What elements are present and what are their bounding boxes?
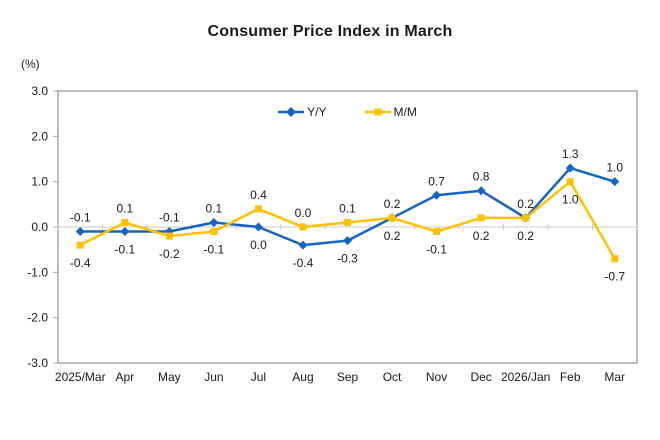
x-tick-label: Jul bbox=[251, 370, 266, 384]
x-tick-label: 2026/Jan bbox=[501, 370, 550, 384]
x-tick-label: May bbox=[158, 370, 181, 384]
mm-point-marker bbox=[388, 214, 396, 222]
yy-point-marker bbox=[476, 186, 486, 196]
mm-point-marker bbox=[121, 218, 129, 226]
legend-item-yy: Y/Y bbox=[278, 105, 327, 119]
mm-point-marker bbox=[254, 205, 262, 213]
mm-data-label: 0.4 bbox=[250, 188, 267, 202]
mm-data-label: 0.0 bbox=[295, 206, 312, 220]
yy-point-marker bbox=[298, 240, 308, 250]
mm-point-marker bbox=[299, 223, 307, 231]
x-tick-label: Oct bbox=[383, 370, 402, 384]
yy-data-label: -0.1 bbox=[159, 211, 180, 225]
yy-data-label: 0.0 bbox=[250, 238, 267, 252]
yy-data-label: 0.2 bbox=[384, 197, 401, 211]
y-tick-label: -3.0 bbox=[27, 356, 48, 370]
yy-data-label: 1.0 bbox=[606, 161, 623, 175]
y-axis-unit-label: (%) bbox=[21, 57, 40, 71]
yy-data-label: -0.1 bbox=[114, 243, 135, 257]
yy-point-marker bbox=[120, 227, 130, 237]
mm-data-label: -0.1 bbox=[426, 243, 447, 257]
x-tick-label: Nov bbox=[426, 370, 447, 384]
mm-data-label: 0.1 bbox=[339, 201, 356, 215]
yy-data-label: 0.1 bbox=[206, 201, 223, 215]
legend-label-yy: Y/Y bbox=[307, 105, 327, 119]
mm-data-label: 0.2 bbox=[517, 229, 534, 243]
yy-point-marker bbox=[432, 190, 442, 200]
x-tick-label: Sep bbox=[337, 370, 359, 384]
mm-data-label: 1.0 bbox=[562, 193, 579, 207]
mm-data-label: 0.2 bbox=[473, 229, 490, 243]
yy-point-marker bbox=[75, 227, 85, 237]
yy-data-label: 0.8 bbox=[473, 170, 490, 184]
yy-data-label: -0.1 bbox=[70, 211, 91, 225]
x-tick-label: Dec bbox=[470, 370, 491, 384]
y-tick-label: 3.0 bbox=[31, 84, 48, 98]
mm-point-marker bbox=[433, 228, 441, 236]
y-tick-label: 0.0 bbox=[31, 220, 48, 234]
mm-data-label: -0.2 bbox=[159, 247, 180, 261]
yy-point-marker bbox=[343, 236, 352, 246]
legend-item-mm: M/M bbox=[364, 105, 417, 119]
y-tick-label: 2.0 bbox=[31, 129, 48, 143]
yy-point-marker bbox=[209, 217, 219, 227]
yy-data-label: -0.3 bbox=[337, 252, 358, 266]
mm-legend-square-icon bbox=[374, 108, 381, 116]
yy-line-marker-icon bbox=[278, 107, 305, 117]
mm-data-label: -0.4 bbox=[70, 256, 91, 270]
yy-point-marker bbox=[565, 163, 575, 173]
yy-legend-diamond-icon bbox=[286, 107, 297, 117]
mm-data-label: 0.2 bbox=[384, 229, 401, 243]
mm-data-label: 0.1 bbox=[116, 201, 133, 215]
mm-point-marker bbox=[76, 241, 84, 249]
x-tick-label: Feb bbox=[560, 370, 581, 384]
chart-legend: Y/Y M/M bbox=[58, 103, 637, 121]
x-tick-label: Aug bbox=[292, 370, 313, 384]
yy-data-label: 0.7 bbox=[428, 174, 445, 188]
mm-point-marker bbox=[344, 218, 351, 226]
chart-title: Consumer Price Index in March bbox=[207, 23, 453, 40]
yy-point-marker bbox=[253, 222, 263, 232]
y-tick-label: -1.0 bbox=[27, 265, 48, 279]
mm-point-marker bbox=[611, 255, 619, 263]
x-tick-label: Apr bbox=[115, 370, 134, 384]
x-tick-label: Jun bbox=[204, 370, 223, 384]
mm-point-marker bbox=[566, 178, 574, 186]
x-tick-label: Mar bbox=[604, 370, 625, 384]
yy-data-label: 0.2 bbox=[517, 197, 534, 211]
mm-line-marker-icon bbox=[364, 108, 391, 116]
yy-point-marker bbox=[610, 177, 620, 187]
yy-data-label: -0.4 bbox=[293, 256, 314, 270]
yy-data-label: 1.3 bbox=[562, 147, 579, 161]
mm-point-marker bbox=[210, 228, 218, 236]
x-tick-label: 2025/Mar bbox=[55, 370, 106, 384]
legend-label-mm: M/M bbox=[393, 105, 417, 119]
y-tick-label: -2.0 bbox=[27, 311, 48, 325]
mm-point-marker bbox=[165, 232, 173, 240]
mm-data-label: -0.7 bbox=[604, 270, 625, 284]
mm-point-marker bbox=[477, 214, 485, 222]
mm-data-label: -0.1 bbox=[204, 243, 225, 257]
mm-point-marker bbox=[522, 214, 530, 222]
y-tick-label: 1.0 bbox=[31, 175, 48, 189]
